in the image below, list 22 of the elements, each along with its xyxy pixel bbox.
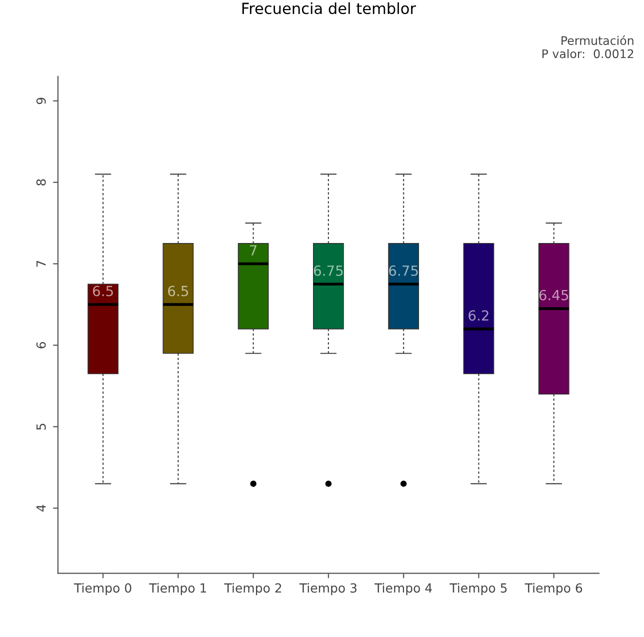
- x-tick-label: Tiempo 0: [74, 583, 132, 596]
- x-tick-label: Tiempo 4: [374, 583, 432, 596]
- x-tick-label: Tiempo 6: [524, 583, 582, 596]
- x-tick-label: Tiempo 3: [299, 583, 356, 596]
- y-tick-label: 5: [36, 424, 46, 430]
- x-tick-label: Tiempo 2: [224, 583, 282, 596]
- annotation: 6.5: [92, 286, 113, 296]
- x-tick-label: Tiempo 5: [450, 583, 507, 596]
- annotation: 6.45: [539, 290, 568, 300]
- annotation: 6.5: [168, 286, 188, 296]
- annotation: 6.75: [314, 265, 343, 276]
- y-tick-label: 9: [36, 98, 46, 104]
- y-tick-label: 7: [36, 260, 46, 267]
- annotation: 6.75: [389, 265, 418, 276]
- text: Permutación P valor: 0.0012: [542, 35, 634, 58]
- y-tick-label: 6: [36, 342, 46, 348]
- y-tick-label: 8: [36, 179, 46, 186]
- annotation: 7: [250, 245, 257, 256]
- x-tick-label: Tiempo 1: [149, 583, 206, 596]
- y-tick-label: 4: [36, 504, 46, 512]
- annotation: 6.2: [468, 310, 488, 321]
- chart-title: Frecuencia del temblor: [242, 2, 416, 14]
